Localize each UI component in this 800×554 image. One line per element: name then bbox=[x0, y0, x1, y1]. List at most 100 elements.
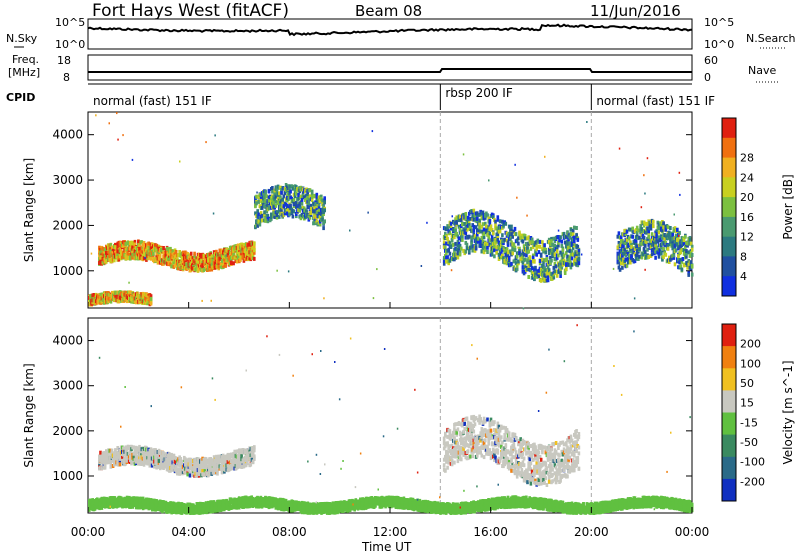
scatter-cell bbox=[213, 458, 217, 463]
scatter-cell bbox=[448, 230, 450, 233]
scatter-cell bbox=[534, 270, 537, 275]
scatter-cell bbox=[625, 240, 629, 245]
scatter-cell bbox=[450, 238, 454, 242]
scatter-cell bbox=[527, 249, 530, 254]
scatter-cell bbox=[106, 252, 109, 257]
scatter-cell bbox=[310, 190, 314, 195]
scatter-cell bbox=[472, 224, 476, 229]
scatter-cell bbox=[318, 215, 322, 220]
scatter-cell bbox=[666, 246, 670, 251]
scatter-cell bbox=[212, 455, 216, 460]
scatter-cell bbox=[109, 299, 113, 304]
scatter-cell bbox=[239, 257, 242, 262]
scatter-cell bbox=[447, 248, 450, 252]
scatter-cell bbox=[254, 204, 257, 209]
scatter-cell bbox=[612, 267, 615, 270]
scatter-cell bbox=[297, 196, 300, 201]
scatter-cell bbox=[110, 245, 114, 250]
scatter-cell bbox=[320, 194, 323, 199]
scatter-cell bbox=[230, 261, 233, 265]
scatter-cell bbox=[266, 213, 270, 218]
scatter-cell bbox=[634, 235, 638, 240]
scatter-cell bbox=[569, 265, 573, 270]
scatter-cell bbox=[282, 194, 286, 199]
colorbar-swatch bbox=[722, 236, 736, 257]
scatter-cell bbox=[276, 269, 278, 272]
scatter-cell bbox=[644, 268, 646, 271]
scatter-cell bbox=[547, 268, 551, 273]
scatter-cell bbox=[657, 230, 661, 235]
scatter-cell bbox=[560, 258, 564, 263]
scatter-cell bbox=[631, 226, 634, 231]
scatter-cell bbox=[314, 216, 317, 219]
scatter-cell bbox=[221, 263, 224, 266]
scatter-cell bbox=[679, 250, 682, 255]
scatter-cell bbox=[461, 234, 464, 239]
scatter-cell bbox=[448, 230, 452, 235]
scatter-cell bbox=[490, 234, 494, 239]
scatter-cell bbox=[546, 271, 550, 276]
scatter-cell bbox=[622, 257, 625, 262]
scatter-cell bbox=[272, 200, 275, 205]
scatter-cell bbox=[679, 264, 682, 269]
scatter-cell bbox=[460, 218, 463, 223]
scatter-cell bbox=[152, 251, 155, 256]
scatter-cell bbox=[531, 271, 535, 275]
scatter-cell bbox=[689, 250, 693, 255]
scatter-cell bbox=[465, 242, 469, 247]
scatter-cell bbox=[511, 234, 514, 239]
scatter-cell bbox=[468, 234, 471, 239]
scatter-cell bbox=[638, 235, 641, 240]
scatter-cell bbox=[642, 236, 646, 240]
scatter-cell bbox=[317, 202, 321, 207]
scatter-cell bbox=[448, 226, 451, 228]
scatter-cell bbox=[323, 200, 326, 204]
scatter-cell bbox=[514, 261, 518, 266]
scatter-cell bbox=[677, 254, 680, 258]
scatter-cell bbox=[244, 253, 248, 258]
scatter-cell bbox=[624, 232, 628, 237]
scatter-cell bbox=[323, 219, 326, 224]
scatter-cell bbox=[526, 267, 529, 272]
scatter-cell bbox=[673, 226, 677, 231]
scatter-cell bbox=[547, 251, 551, 255]
scatter-cell bbox=[561, 248, 565, 253]
scatter-cell bbox=[493, 244, 496, 249]
scatter-cell bbox=[513, 226, 517, 231]
scatter-cell bbox=[680, 267, 684, 272]
scatter-cell bbox=[625, 229, 629, 234]
scatter-cell bbox=[455, 247, 458, 252]
colorbar-swatch bbox=[722, 216, 736, 238]
scatter-cell bbox=[457, 246, 461, 251]
nsearch-label: N.Search bbox=[746, 32, 796, 45]
scatter-cell bbox=[689, 241, 693, 246]
scatter-cell bbox=[690, 264, 694, 268]
scatter-cell bbox=[179, 160, 181, 163]
scatter-cell bbox=[283, 191, 287, 196]
scatter-cell bbox=[641, 238, 645, 243]
cpid-mode-label: normal (fast) 151 IF bbox=[93, 94, 212, 108]
scatter-cell bbox=[202, 253, 206, 258]
scatter-cell bbox=[162, 250, 165, 255]
scatter-cell bbox=[576, 244, 580, 249]
scatter-cell bbox=[549, 255, 552, 260]
scatter-cell bbox=[236, 243, 240, 248]
scatter-cell bbox=[256, 223, 259, 228]
cpid-label: CPID bbox=[6, 91, 35, 104]
scatter-cell bbox=[442, 241, 446, 246]
scatter-cell bbox=[545, 256, 549, 261]
scatter-cell bbox=[679, 193, 681, 196]
scatter-cell bbox=[501, 253, 504, 258]
scatter-cell bbox=[236, 253, 240, 258]
scatter-cell bbox=[690, 247, 694, 252]
scatter-cell bbox=[506, 240, 510, 245]
scatter-cell bbox=[507, 255, 511, 260]
scatter-cell bbox=[476, 219, 479, 224]
scatter-cell bbox=[560, 265, 564, 270]
scatter-cell bbox=[515, 266, 519, 271]
scatter-cell bbox=[271, 186, 274, 190]
scatter-cell bbox=[513, 245, 517, 250]
scatter-cell bbox=[281, 197, 284, 202]
scatter-cell bbox=[291, 186, 295, 191]
scatter-cell bbox=[534, 249, 537, 254]
